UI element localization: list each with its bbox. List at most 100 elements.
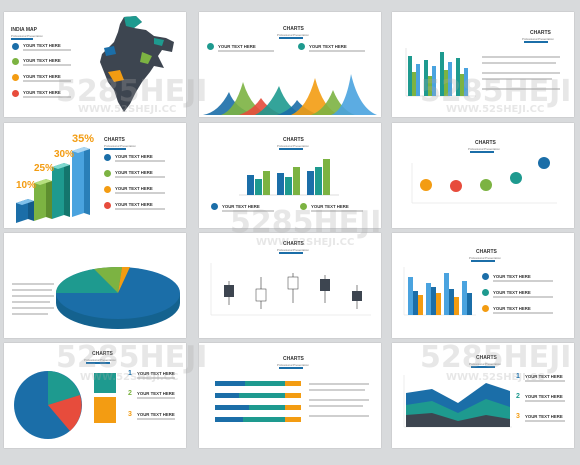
body-text — [309, 399, 369, 401]
item-text — [115, 192, 165, 194]
item-text — [493, 280, 553, 282]
item-title: YOUR TEXT HERE — [525, 394, 563, 399]
item-title: YOUR TEXT HERE — [23, 74, 61, 79]
slide-3d-pie — [4, 233, 186, 338]
cursor-icon — [482, 273, 489, 280]
slide-title: CHARTS — [283, 241, 304, 247]
slide-title: CHARTS — [92, 351, 113, 357]
item-title: YOUR TEXT HERE — [218, 44, 256, 49]
slide-title: CHARTS — [283, 137, 304, 143]
body-text — [12, 289, 52, 291]
title-underline — [524, 41, 548, 43]
slide-bubble-chart: CHARTS Professional Presentation — [392, 123, 574, 228]
slide-title: CHARTS — [283, 26, 304, 32]
slide-3d-percent-bars: 10% 25% 30% 35% CHARTS Professional Pres… — [4, 123, 186, 228]
cart-icon — [104, 186, 111, 193]
slide-subtitle: Professional Presentation — [469, 362, 501, 366]
body-text — [482, 78, 552, 80]
item-title: YOUR TEXT HERE — [222, 204, 260, 209]
percent-label: 10% — [16, 180, 37, 191]
slide-subtitle: Professional Presentation — [468, 147, 500, 151]
bar-chart — [403, 267, 476, 316]
item-text — [137, 377, 175, 379]
item-text — [23, 80, 71, 82]
item-text — [23, 49, 71, 51]
item-text — [23, 64, 71, 66]
title-underline — [11, 38, 33, 40]
slide-title: CHARTS — [476, 355, 497, 361]
slide-bar-icons: CHARTS Professional Presentation YOUR TE… — [392, 233, 574, 338]
slide-subtitle: Professional Presentation — [277, 33, 309, 37]
cart-icon — [12, 74, 19, 81]
item-title: YOUR TEXT HERE — [137, 391, 175, 396]
item-text — [115, 160, 165, 162]
item-title: YOUR TEXT HERE — [115, 186, 153, 191]
title-underline — [104, 148, 126, 150]
pencil-icon — [12, 58, 19, 65]
pencil-icon — [104, 170, 111, 177]
slide-subtitle: Professional Presentation — [469, 256, 501, 260]
location-icon — [12, 90, 19, 97]
slide-stacked-bars: CHARTS Professional Presentation — [199, 343, 381, 448]
body-text — [12, 301, 50, 303]
body-text — [12, 283, 54, 285]
slide-india-map: INDIA MAP Professional Presentation YOUR… — [4, 12, 186, 117]
item-text — [525, 420, 565, 422]
body-text — [309, 405, 363, 407]
title-underline — [471, 260, 495, 262]
body-text — [309, 415, 369, 417]
slide-subtitle: Professional Presentation — [522, 37, 554, 41]
cursor-icon — [211, 203, 218, 210]
item-title: YOUR TEXT HERE — [137, 412, 175, 417]
slide-bar-chart: CHARTS Professional Presentation — [392, 12, 574, 117]
item-title: YOUR TEXT HERE — [115, 154, 153, 159]
slide-subtitle: Professional Presentation — [277, 248, 309, 252]
item-title: YOUR TEXT HERE — [525, 414, 563, 419]
body-text — [482, 72, 560, 74]
area-chart — [403, 375, 512, 428]
item-text — [309, 50, 365, 52]
cursor-icon — [207, 43, 214, 50]
slide-title: CHARTS — [283, 356, 304, 362]
body-text — [12, 307, 54, 309]
slide-area-chart: CHARTS Professional Presentation 1 YOUR … — [392, 343, 574, 448]
item-title: YOUR TEXT HERE — [525, 374, 563, 379]
item-text — [525, 380, 565, 382]
3d-bar-chart — [16, 147, 90, 223]
slide-3d-cylinder-chart: CHARTS Professional Presentation YOUR TE… — [199, 123, 381, 228]
slide-subtitle: Professional Presentation — [11, 34, 43, 38]
item-text — [525, 400, 565, 402]
slide-subtitle: Professional Presentation — [84, 358, 116, 362]
step-number: 3 — [128, 411, 132, 418]
item-text — [23, 96, 71, 98]
item-title: YOUR TEXT HERE — [309, 44, 347, 49]
step-number: 1 — [516, 373, 520, 380]
item-text — [493, 296, 553, 298]
title-underline — [279, 148, 303, 150]
cursor-icon — [12, 43, 19, 50]
slide-subtitle: Professional Presentation — [277, 144, 309, 148]
location-icon — [104, 202, 111, 209]
item-text — [137, 397, 175, 399]
slide-title: CHARTS — [476, 249, 497, 255]
percent-label: 25% — [34, 163, 55, 174]
stacked-bar-chart — [215, 381, 301, 422]
india-map — [100, 16, 174, 112]
body-text — [482, 88, 560, 90]
cart-icon — [482, 305, 489, 312]
slide-subtitle: Professional Presentation — [277, 363, 309, 367]
body-text — [12, 313, 48, 315]
item-title: YOUR TEXT HERE — [23, 58, 61, 63]
cursor-icon — [104, 154, 111, 161]
item-text — [115, 176, 165, 178]
body-text — [309, 389, 365, 391]
pencil-icon — [300, 203, 307, 210]
item-title: YOUR TEXT HERE — [493, 306, 531, 311]
slide-title: CHARTS — [104, 137, 125, 143]
item-text — [222, 210, 274, 212]
step-number: 1 — [128, 370, 132, 377]
item-text — [115, 208, 165, 210]
item-text — [218, 50, 274, 52]
step-number: 2 — [128, 390, 132, 397]
pencil-icon — [482, 289, 489, 296]
